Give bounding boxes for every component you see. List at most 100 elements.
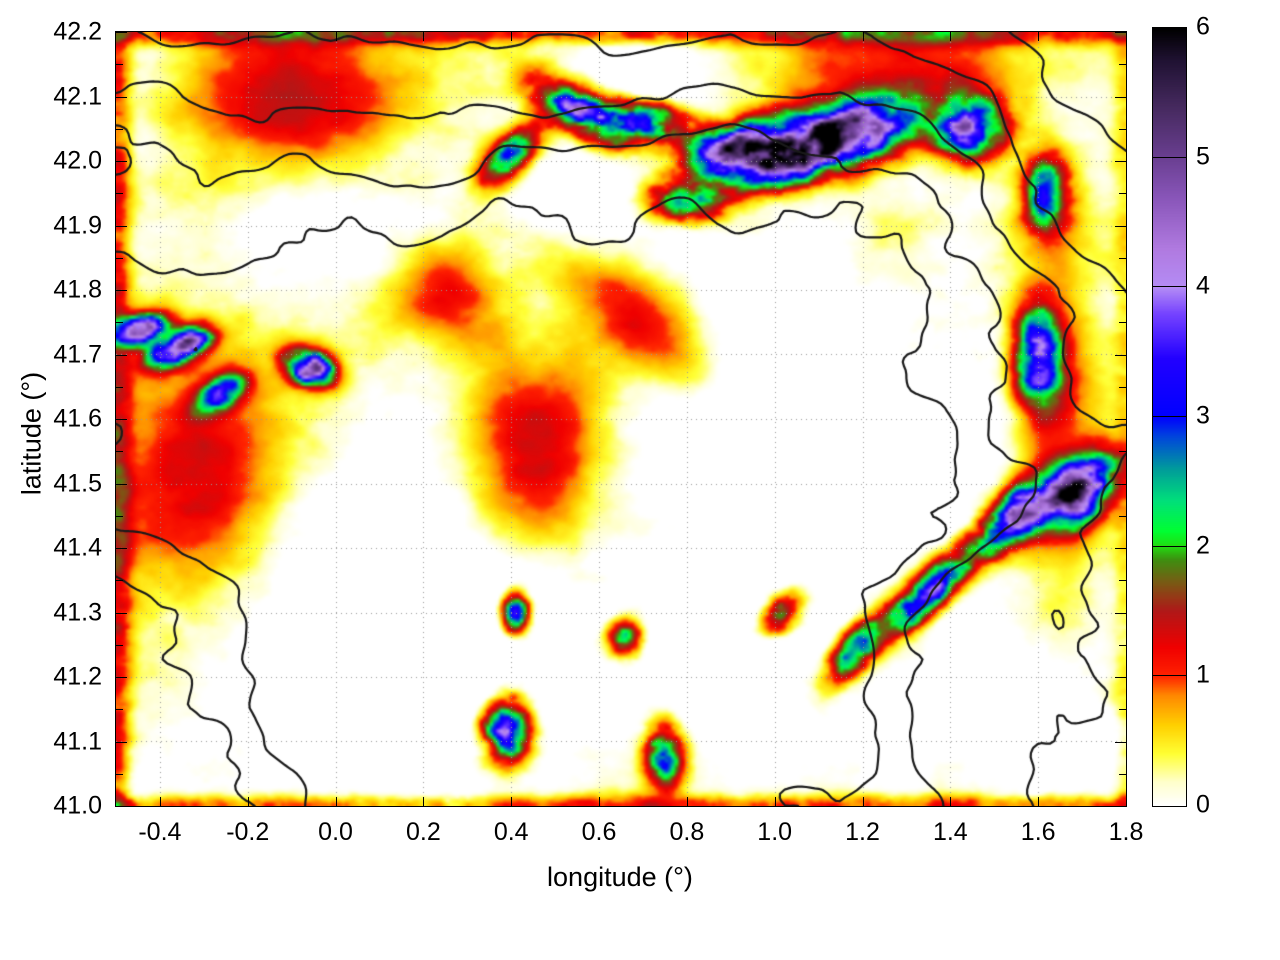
- y-tick-label: 42.2: [53, 17, 102, 46]
- y-minor-tick-mark: [1119, 580, 1126, 582]
- y-tick-mark: [116, 483, 127, 485]
- colorbar-tick-mark: [1152, 545, 1187, 547]
- y-tick-mark: [116, 612, 127, 614]
- colorbar-tick-mark: [1152, 156, 1187, 158]
- y-tick-mark: [116, 290, 127, 291]
- x-tick-mark: [599, 32, 601, 41]
- y-minor-tick-mark: [116, 580, 123, 582]
- y-tick-label: 41.6: [53, 404, 102, 433]
- x-tick-label: 1.0: [757, 818, 793, 846]
- y-tick-mark: [116, 677, 127, 678]
- y-tick-mark: [116, 96, 127, 98]
- x-tick-label: -0.2: [226, 818, 270, 846]
- plot-area: [115, 31, 1127, 807]
- x-tick-mark: [1038, 32, 1040, 41]
- colorbar-tick-label: 0: [1196, 790, 1210, 819]
- y-tick-mark: [1115, 548, 1126, 549]
- y-tick-label: 41.8: [53, 275, 102, 304]
- x-tick-mark: [686, 797, 688, 806]
- x-tick-mark: [247, 797, 249, 806]
- colorbar-tick-label: 4: [1196, 271, 1210, 300]
- y-tick-mark: [116, 354, 127, 356]
- x-tick-label: 0.4: [493, 818, 529, 846]
- colorbar-tick-label: 5: [1196, 142, 1210, 171]
- y-tick-mark: [1115, 806, 1126, 807]
- y-tick-label: 41.0: [53, 791, 102, 820]
- x-tick-label: -0.4: [138, 818, 182, 846]
- x-tick-mark: [423, 32, 425, 41]
- y-tick-mark: [116, 548, 127, 549]
- x-tick-mark: [159, 797, 161, 806]
- y-tick-mark: [116, 225, 127, 227]
- y-minor-tick-mark: [116, 773, 123, 775]
- colorbar-tick-label: 3: [1196, 401, 1210, 430]
- y-tick-mark: [1115, 677, 1126, 678]
- x-tick-mark: [511, 797, 513, 806]
- x-tick-mark: [599, 797, 601, 806]
- y-tick-label: 41.3: [53, 598, 102, 626]
- y-minor-tick-mark: [1119, 128, 1126, 130]
- x-axis-title: longitude (°): [547, 862, 693, 892]
- y-minor-tick-mark: [116, 193, 123, 195]
- x-tick-mark: [862, 32, 864, 41]
- y-tick-mark: [1115, 419, 1126, 420]
- x-tick-mark: [335, 797, 337, 806]
- colorbar-tick-label: 6: [1196, 12, 1210, 41]
- y-minor-tick-mark: [1119, 64, 1126, 66]
- colorbar-tick-label: 1: [1196, 660, 1210, 689]
- y-minor-tick-mark: [1119, 709, 1126, 711]
- x-tick-mark: [950, 797, 952, 806]
- y-minor-tick-mark: [116, 386, 123, 388]
- x-tick-label: 0.8: [669, 818, 705, 846]
- y-minor-tick-mark: [116, 128, 123, 130]
- x-tick-mark: [159, 32, 161, 41]
- y-tick-label: 41.5: [53, 469, 102, 497]
- y-tick-label: 42.1: [53, 82, 102, 110]
- y-minor-tick-mark: [1119, 322, 1126, 324]
- y-tick-label: 41.9: [53, 211, 102, 239]
- x-tick-mark: [423, 797, 425, 806]
- colorbar-gradient: [1153, 28, 1186, 806]
- y-axis-title: latitude (°): [16, 371, 47, 496]
- y-tick-mark: [116, 32, 127, 33]
- y-tick-label: 42.0: [53, 146, 102, 175]
- x-tick-mark: [862, 797, 864, 806]
- y-tick-mark: [1115, 741, 1126, 743]
- y-tick-mark: [1115, 483, 1126, 485]
- y-minor-tick-mark: [1119, 644, 1126, 646]
- x-tick-mark: [335, 32, 337, 41]
- y-minor-tick-mark: [116, 64, 123, 66]
- x-tick-mark: [1038, 797, 1040, 806]
- y-minor-tick-mark: [1119, 257, 1126, 259]
- x-tick-mark: [774, 32, 776, 41]
- x-tick-label: 1.4: [932, 818, 968, 846]
- x-tick-label: 1.6: [1020, 818, 1056, 846]
- x-tick-mark: [686, 32, 688, 41]
- y-tick-label: 41.4: [53, 533, 102, 562]
- y-tick-mark: [1115, 612, 1126, 614]
- y-minor-tick-mark: [1119, 515, 1126, 517]
- tke-heatmap-canvas: [116, 32, 1126, 806]
- y-tick-label: 41.7: [53, 340, 102, 368]
- colorbar-tick-mark: [1152, 675, 1187, 677]
- x-tick-label: 0.6: [581, 818, 617, 846]
- y-tick-mark: [1115, 290, 1126, 291]
- y-minor-tick-mark: [116, 709, 123, 711]
- y-minor-tick-mark: [116, 257, 123, 259]
- y-tick-mark: [116, 741, 127, 743]
- x-tick-label: 1.2: [845, 818, 880, 846]
- y-tick-mark: [116, 419, 127, 420]
- colorbar-tick-label: 2: [1196, 531, 1210, 560]
- x-tick-label: 0.0: [318, 818, 353, 846]
- x-tick-mark: [511, 32, 513, 41]
- x-tick-mark: [950, 32, 952, 41]
- y-minor-tick-mark: [1119, 773, 1126, 775]
- y-tick-mark: [1115, 96, 1126, 98]
- y-tick-mark: [1115, 161, 1126, 162]
- y-tick-mark: [1115, 354, 1126, 356]
- y-minor-tick-mark: [1119, 451, 1126, 453]
- y-minor-tick-mark: [1119, 193, 1126, 195]
- y-tick-mark: [116, 161, 127, 162]
- colorbar-tick-mark: [1152, 286, 1187, 288]
